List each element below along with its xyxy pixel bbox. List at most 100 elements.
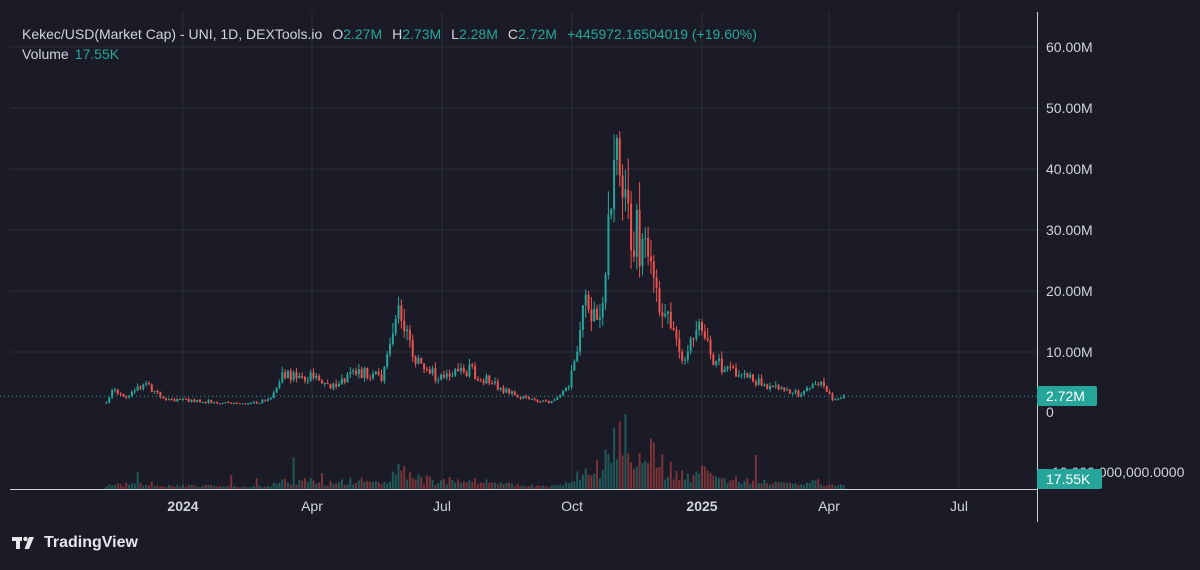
candle <box>201 401 204 404</box>
volume-bar <box>233 485 236 489</box>
symbol-meta: - UNI, 1D, DEXTools.io <box>176 26 323 42</box>
candle <box>808 387 811 391</box>
candle <box>159 391 162 399</box>
candle <box>315 373 318 381</box>
volume-bar <box>562 485 565 489</box>
chart-legend: Kekec/USD(Market Cap) - UNI, 1D, DEXTool… <box>22 24 757 64</box>
candle <box>153 390 156 395</box>
volume-bar <box>258 485 261 489</box>
volume-bar <box>190 484 193 489</box>
candle <box>593 301 596 322</box>
close-value: 2.72M <box>518 26 557 42</box>
volume-bar <box>289 484 292 489</box>
candle <box>445 369 448 381</box>
volume-bar <box>837 485 840 489</box>
volume-bar <box>590 475 593 489</box>
volume-bar <box>683 479 686 489</box>
candle <box>584 289 587 318</box>
price-tick: 30.00M <box>1046 222 1093 238</box>
candle <box>723 366 726 373</box>
price-axis[interactable]: 60.00M 50.00M 40.00M 30.00M 20.00M 10.00… <box>1046 39 1093 420</box>
symbol-title[interactable]: Kekec/USD(Market Cap) <box>22 26 177 42</box>
volume-bar <box>822 485 825 489</box>
volume-bar <box>386 483 389 489</box>
volume-bar <box>485 479 488 489</box>
volume-bar <box>196 486 199 489</box>
candle <box>683 356 686 365</box>
candle <box>462 364 465 374</box>
candle <box>309 369 312 383</box>
candle <box>318 374 321 382</box>
candle <box>839 397 842 400</box>
candle <box>136 383 139 392</box>
volume-bar <box>661 454 664 489</box>
low-value: 2.28M <box>458 26 498 42</box>
candle <box>763 382 766 387</box>
tradingview-logo[interactable]: TradingView <box>12 534 138 552</box>
volume-bar <box>542 485 545 489</box>
candle <box>167 397 170 401</box>
volume-bar <box>147 485 150 489</box>
volume-bar <box>108 484 111 489</box>
time-label: Apr <box>818 498 840 514</box>
high-key: H <box>392 26 403 42</box>
candle <box>712 352 715 366</box>
volume-bar <box>417 474 420 489</box>
volume-bar <box>128 484 131 489</box>
volume-label[interactable]: Volume <box>22 46 69 62</box>
volume-bar <box>360 477 363 489</box>
volume-bar <box>156 485 159 489</box>
candle <box>644 227 647 258</box>
candle <box>230 402 233 404</box>
volume-bar <box>440 480 443 489</box>
candle <box>479 378 482 382</box>
candle <box>678 329 681 359</box>
candle <box>564 386 567 392</box>
candle <box>235 402 238 404</box>
volume-bar <box>218 485 221 489</box>
candle <box>842 394 845 399</box>
volume-bar <box>672 479 675 489</box>
candle <box>196 399 199 403</box>
candle <box>774 381 777 389</box>
candle <box>621 164 624 221</box>
candle <box>406 325 409 341</box>
volume-bar <box>366 480 369 489</box>
volume-bar <box>763 480 766 489</box>
volume-bar <box>408 471 411 489</box>
candle <box>499 387 502 392</box>
volume-bar <box>349 477 352 489</box>
open-value: 2.27M <box>343 26 383 42</box>
candle <box>604 272 607 310</box>
volume-bar <box>482 482 485 489</box>
volume-bar <box>570 482 573 489</box>
candle <box>323 382 326 387</box>
volume-bar <box>301 480 304 489</box>
volume-bar <box>352 484 355 489</box>
volume-bar <box>383 482 386 489</box>
volume-bar <box>457 479 460 489</box>
volume-bar <box>613 427 616 489</box>
volume-bar <box>434 484 437 489</box>
candle <box>269 396 272 400</box>
volume-bar <box>644 460 647 489</box>
candle <box>182 397 184 402</box>
candle <box>493 377 496 386</box>
candle <box>400 299 403 329</box>
time-axis[interactable]: 2024 Apr Jul Oct 2025 Apr Jul <box>167 498 968 514</box>
volume-bar <box>553 485 556 489</box>
volume-bar <box>303 478 306 489</box>
volume-bar <box>261 487 264 489</box>
volume-bar <box>145 485 148 489</box>
candle <box>346 371 349 383</box>
candle <box>550 400 553 404</box>
volume-bars <box>105 414 845 489</box>
volume-bar <box>187 484 190 489</box>
volume-bar <box>357 480 360 489</box>
volume-bar <box>380 484 383 489</box>
candle <box>587 291 590 313</box>
volume-bar <box>788 482 791 489</box>
candle <box>652 255 655 293</box>
